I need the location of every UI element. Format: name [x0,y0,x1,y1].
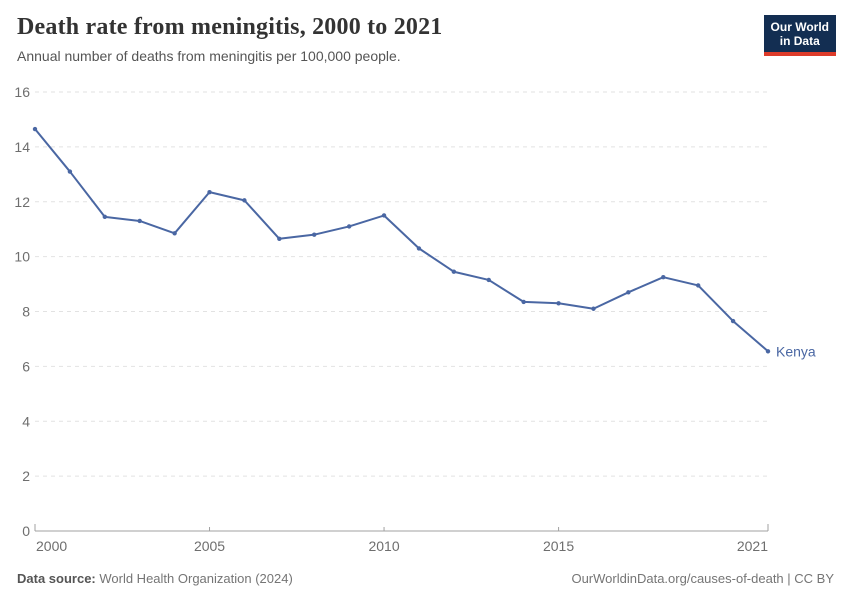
data-point [277,236,282,241]
y-tick-label: 4 [22,413,30,429]
data-point [172,231,177,236]
x-tick-label: 2010 [368,538,399,554]
x-tick-label: 2021 [737,538,768,554]
series-label-kenya[interactable]: Kenya [776,343,816,359]
y-tick-label: 10 [14,249,30,265]
y-tick-label: 12 [14,194,30,210]
data-point [556,301,561,306]
y-tick-label: 16 [14,84,30,100]
data-point [381,213,387,218]
data-point [102,214,108,220]
data-point [137,218,142,224]
data-point [521,299,526,305]
data-point [591,306,596,311]
data-point [416,246,422,251]
data-point [695,283,701,288]
data-point [346,224,352,229]
data-point [765,349,771,354]
chart-header: Death rate from meningitis, 2000 to 2021… [17,14,836,64]
data-point [661,275,666,280]
data-point [451,269,457,274]
data-source-label: Data source: [17,571,96,586]
owid-url-link[interactable]: OurWorldinData.org/causes-of-death | CC … [571,571,834,586]
data-point [67,169,73,174]
chart-subtitle: Annual number of deaths from meningitis … [17,48,401,64]
y-tick-label: 6 [22,358,30,374]
owid-logo-line2: in Data [779,34,820,48]
y-tick-label: 0 [22,523,30,539]
data-point [242,198,247,203]
chart-title: Death rate from meningitis, 2000 to 2021 [17,14,443,40]
x-tick-label: 2000 [36,538,67,554]
y-tick-label: 14 [14,139,30,155]
data-point [32,126,38,132]
data-point [312,232,317,237]
data-point [207,189,212,195]
chart-footer: Data source: World Health Organization (… [17,571,834,586]
data-point [626,290,631,295]
y-tick-label: 8 [22,304,30,320]
data-source-value: World Health Organization (2024) [95,571,293,586]
owid-logo-line1: Our World [770,20,829,34]
x-tick-label: 2005 [194,538,225,554]
series-line-kenya [34,128,769,353]
data-source: Data source: World Health Organization (… [17,571,293,586]
data-point [486,277,491,283]
owid-logo[interactable]: Our World in Data [763,15,836,56]
x-tick-label: 2015 [543,538,574,554]
y-tick-label: 2 [22,468,30,484]
data-point [730,318,736,324]
